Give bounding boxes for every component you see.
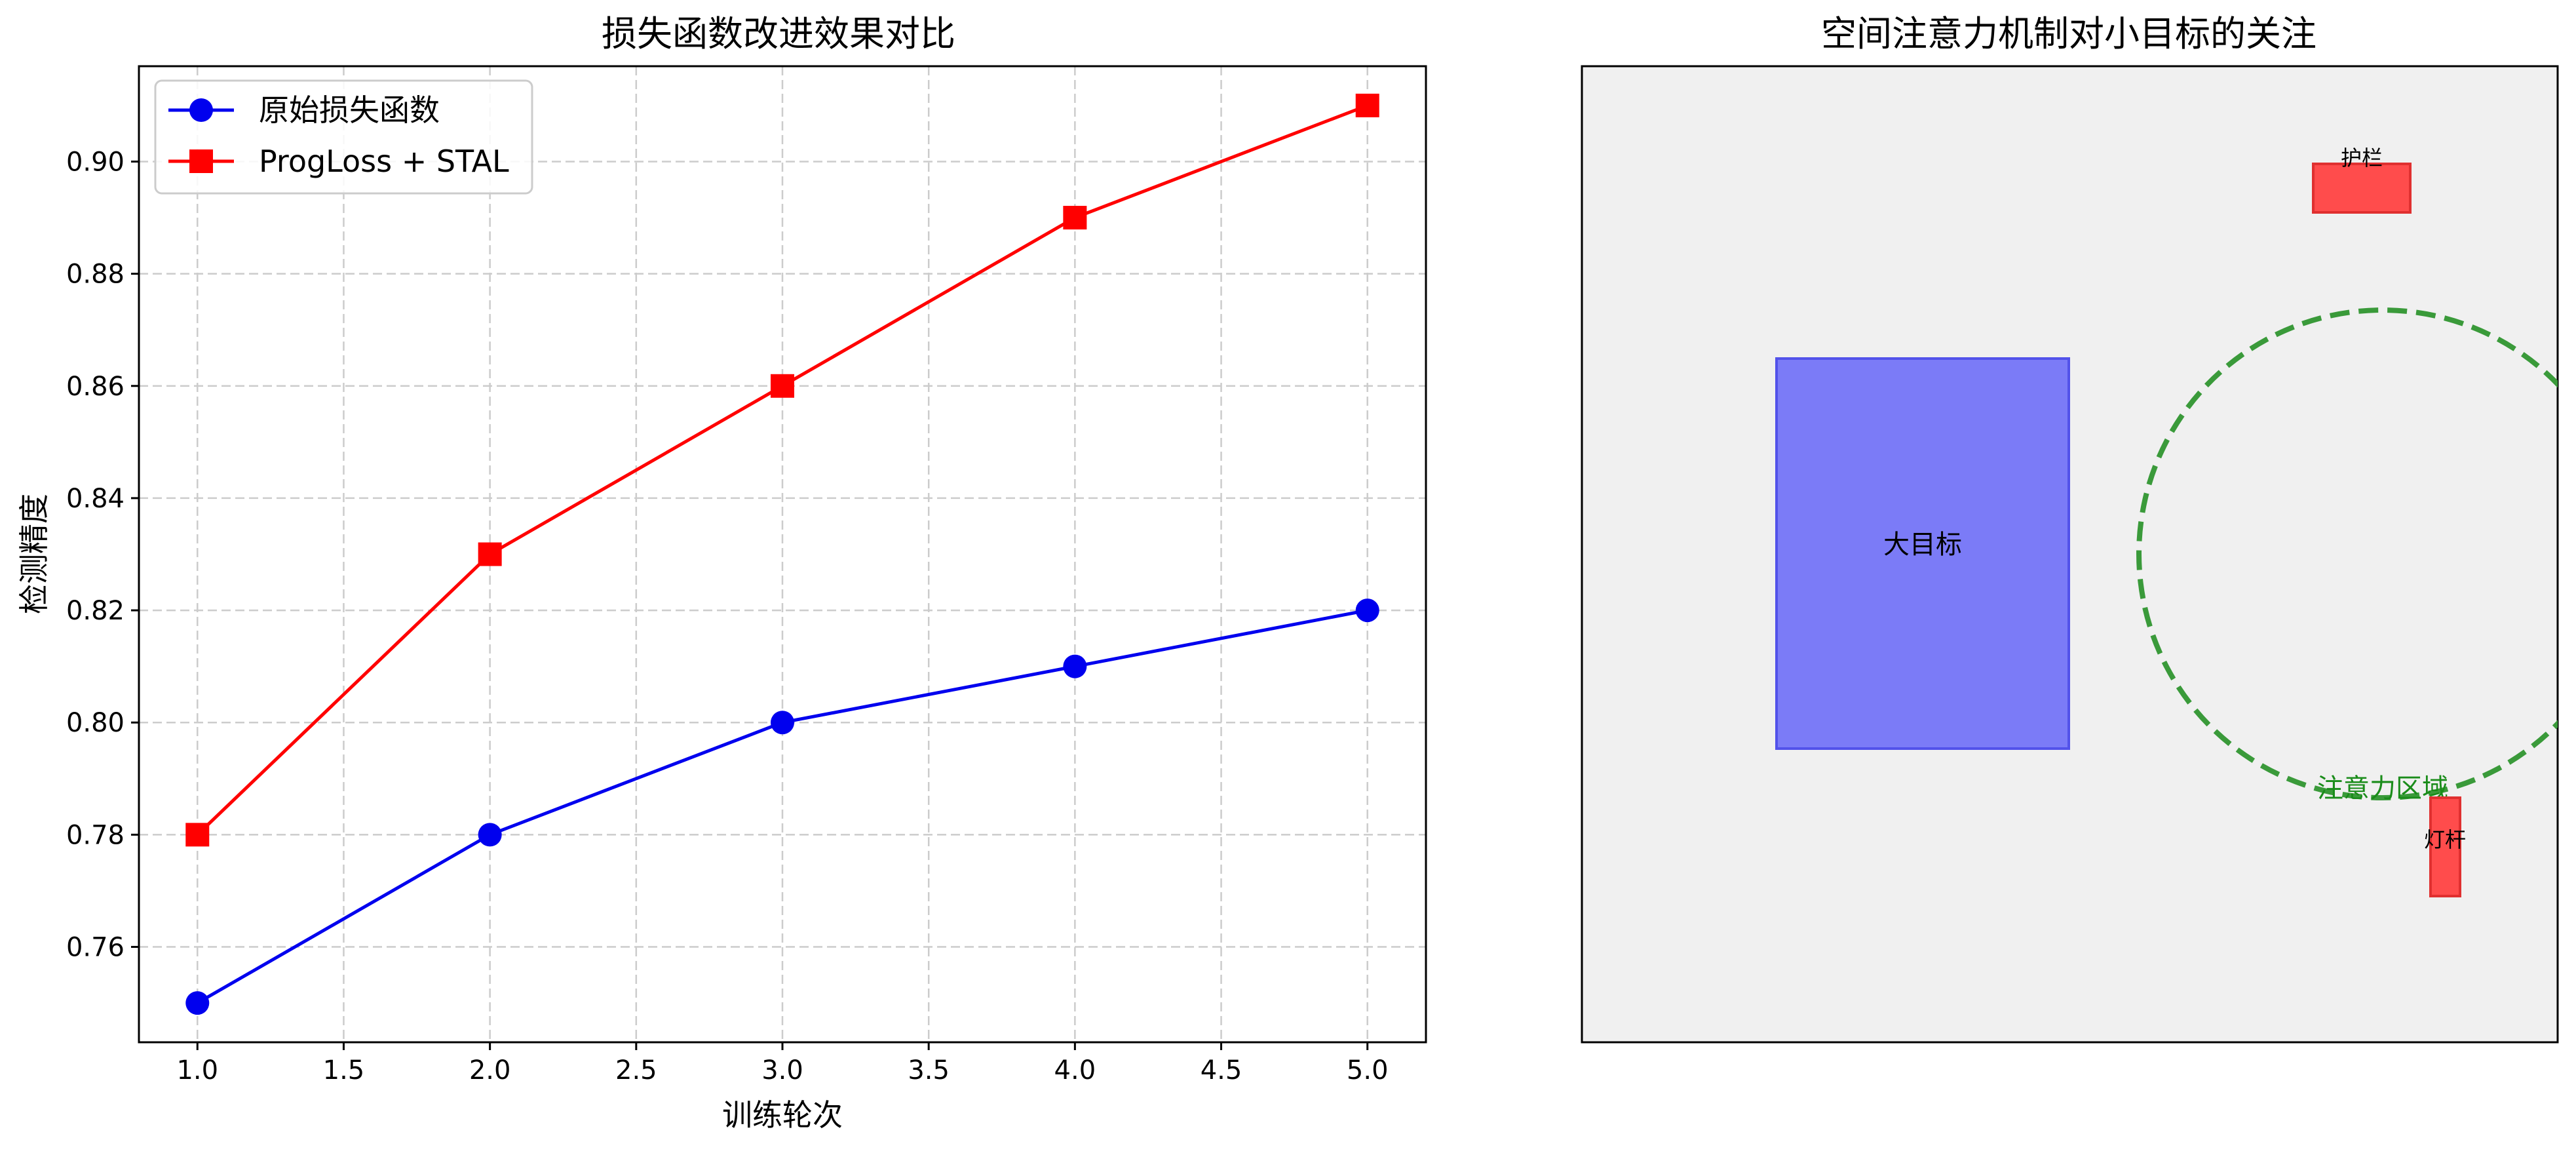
x-tick-label: 3.5: [908, 1055, 950, 1086]
y-tick-label: 0.78: [66, 820, 125, 850]
x-tick-label: 3.0: [761, 1055, 803, 1086]
series-layer: [185, 93, 1379, 1015]
data-point-improved: [185, 823, 210, 847]
attention-region-label: 注意力区域: [2317, 773, 2448, 804]
data-point-improved: [771, 374, 794, 398]
data-point-original: [1063, 654, 1087, 678]
lamp-pole-label: 灯杆: [2424, 827, 2466, 852]
large-target-label: 大目标: [1883, 530, 1962, 560]
right-diagram-panel: 空间注意力机制对小目标的关注 大目标 注意力区域 护栏 灯杆: [1581, 13, 2559, 1044]
y-tick-label: 0.90: [66, 147, 125, 177]
y-tick-label: 0.80: [66, 708, 125, 738]
data-point-improved: [1355, 93, 1379, 117]
grid-lines: [139, 66, 1426, 1042]
y-tick-label: 0.86: [66, 372, 125, 402]
y-tick-label: 0.88: [66, 260, 125, 290]
data-point-original: [771, 711, 794, 735]
legend-marker-original: [189, 98, 213, 122]
data-point-improved: [478, 542, 502, 566]
lamp-pole-box: [2429, 796, 2461, 897]
x-tick-label: 4.0: [1054, 1055, 1096, 1086]
data-point-improved: [1063, 206, 1087, 230]
x-axis-ticks: 1.0 1.5 2.0 2.5 3.0 3.5 4.0 4.5 5.0: [176, 1042, 1389, 1086]
y-axis-label: 检测精度: [16, 494, 52, 614]
left-chart-title: 损失函数改进效果对比: [602, 13, 955, 54]
data-point-original: [478, 823, 502, 847]
legend: 原始损失函数 ProgLoss + STAL: [154, 79, 533, 195]
x-axis-label: 训练轮次: [722, 1097, 843, 1133]
x-tick-label: 4.5: [1201, 1055, 1242, 1086]
legend-marker-improved: [189, 149, 213, 173]
left-chart-panel: 损失函数改进效果对比 1.0 1.5 2.0 2.5 3.0 3.5 4.0 4.5 5.0 0…: [16, 13, 1427, 1133]
guardrail-box: [2312, 163, 2412, 214]
y-axis-ticks: 0.76 0.78 0.80 0.82 0.84 0.86 0.88 0.90: [66, 147, 139, 963]
x-tick-label: 2.0: [469, 1055, 511, 1086]
data-point-original: [1355, 598, 1379, 623]
x-tick-label: 5.0: [1347, 1055, 1389, 1086]
legend-label-original: 原始损失函数: [259, 92, 440, 128]
guardrail-label: 护栏: [2341, 146, 2383, 170]
attention-region-circle: [2136, 307, 2558, 800]
y-tick-label: 0.84: [66, 484, 125, 514]
legend-label-improved: ProgLoss + STAL: [259, 144, 509, 179]
large-target-box: [1775, 357, 2070, 750]
y-tick-label: 0.76: [66, 933, 125, 963]
legend-box: [154, 79, 533, 195]
x-tick-label: 1.5: [323, 1055, 365, 1086]
right-panel-title: 空间注意力机制对小目标的关注: [1821, 13, 2316, 54]
x-tick-label: 1.0: [176, 1055, 218, 1086]
series-line-original: [197, 608, 1368, 1005]
y-tick-label: 0.82: [66, 596, 125, 626]
data-point-original: [185, 991, 210, 1015]
x-tick-label: 2.5: [615, 1055, 657, 1086]
